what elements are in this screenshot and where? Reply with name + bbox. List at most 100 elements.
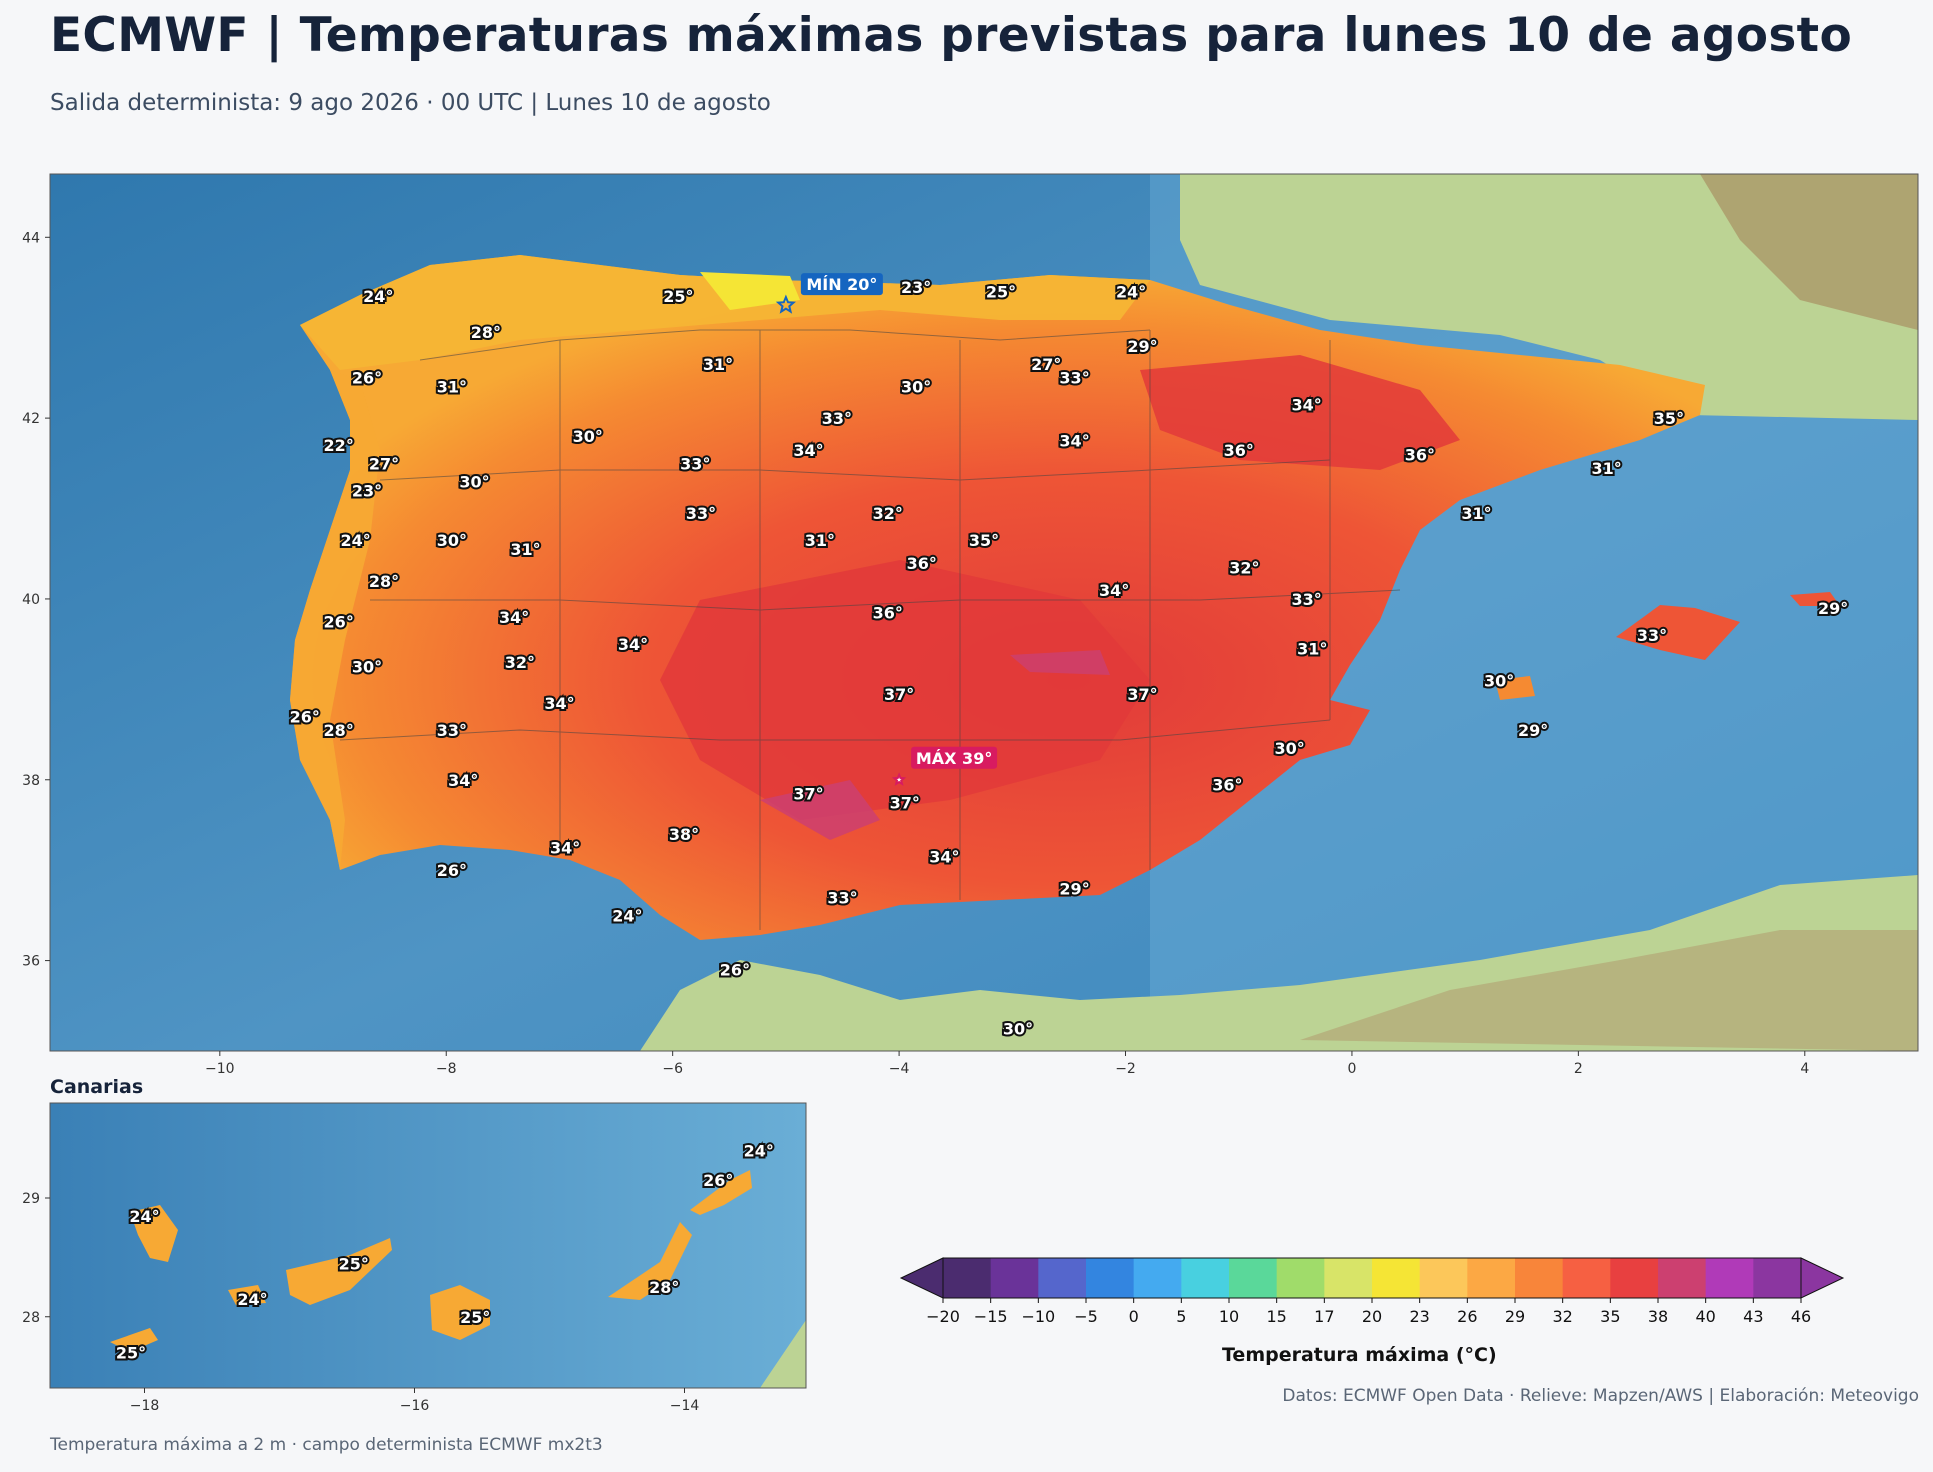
footnote: Temperatura máxima a 2 m · campo determi…	[50, 1435, 603, 1455]
temperature-label: 31°	[437, 377, 467, 396]
lat-tick-label: 40	[22, 592, 40, 608]
temperature-label: 30°	[459, 472, 489, 491]
max-temperature-label: MÁX 39°	[916, 749, 992, 768]
lon-tick-label: −2	[1115, 1061, 1136, 1077]
temperature-label: 30°	[1275, 739, 1305, 758]
canarias-inset-title: Canarias	[50, 1076, 144, 1098]
temperature-label: 24°	[341, 531, 371, 550]
france-landmass	[1180, 174, 1918, 420]
temperature-label: 32°	[505, 653, 535, 672]
temperature-label: 31°	[703, 355, 733, 374]
temperature-label: 31°	[1592, 459, 1622, 478]
temperature-label: 26°	[437, 861, 467, 880]
max-star-icon	[891, 772, 907, 786]
temperature-label: 22°	[324, 436, 354, 455]
temperature-label: 30°	[573, 427, 603, 446]
ibiza	[1495, 676, 1535, 700]
temperature-label: 33°	[437, 721, 467, 740]
temperature-label: 29°	[1518, 721, 1548, 740]
temperature-label: 29°	[1818, 599, 1848, 618]
temperature-label: 28°	[324, 721, 354, 740]
temperature-label: 24°	[363, 287, 393, 306]
temperature-label: 33°	[1292, 590, 1322, 609]
data-credits: Datos: ECMWF Open Data · Relieve: Mapzen…	[1282, 1386, 1919, 1406]
temperature-label: 37°	[1127, 685, 1157, 704]
lon-tick-label: −4	[889, 1061, 910, 1077]
lon-tick-label: 4	[1800, 1061, 1809, 1077]
lat-tick-label: 36	[22, 954, 40, 970]
temperature-label: 27°	[1031, 355, 1061, 374]
temperature-label: 34°	[618, 635, 648, 654]
temperature-label: 36°	[907, 554, 937, 573]
temperature-label: 36°	[873, 604, 903, 623]
temperature-label: 33°	[822, 409, 852, 428]
temperature-label: 30°	[1484, 671, 1514, 690]
temperature-label: 29°	[1127, 337, 1157, 356]
max-label-box	[911, 746, 998, 769]
temperature-label: 33°	[1637, 626, 1667, 645]
temperature-label: 28°	[369, 572, 399, 591]
temperature-label: 36°	[1224, 441, 1254, 460]
min-temperature-label: MÍN 20°	[806, 275, 877, 294]
temperature-label: 38°	[669, 825, 699, 844]
temperature-label: 32°	[873, 504, 903, 523]
temperature-label: 34°	[544, 694, 574, 713]
temperature-label: 34°	[499, 608, 529, 627]
temperature-label: 33°	[827, 888, 857, 907]
temperature-label: 30°	[1003, 1019, 1033, 1038]
temperature-label: 34°	[448, 771, 478, 790]
temperature-label: 34°	[1059, 432, 1089, 451]
temperature-label: 33°	[686, 504, 716, 523]
temperature-label: 29°	[1059, 879, 1089, 898]
lat-tick-label: 42	[22, 411, 40, 427]
temperature-label: 23°	[352, 481, 382, 500]
temperature-label: 31°	[510, 540, 540, 559]
temperature-label: 34°	[550, 839, 580, 858]
temperature-label: 24°	[1116, 283, 1146, 302]
temperature-label: 34°	[1292, 396, 1322, 415]
lon-tick-label: 2	[1574, 1061, 1583, 1077]
page-subtitle: Salida determinista: 9 ago 2026 · 00 UTC…	[50, 90, 771, 116]
temperature-label: 31°	[1297, 640, 1327, 659]
min-label-box	[800, 273, 883, 296]
temperature-label: 30°	[901, 377, 931, 396]
temperature-label: 34°	[793, 441, 823, 460]
temperature-label: 36°	[1405, 445, 1435, 464]
min-star-icon	[775, 294, 796, 314]
lon-tick-label: −6	[662, 1061, 683, 1077]
temperature-label: 26°	[720, 961, 750, 980]
temperature-label: 35°	[1654, 409, 1684, 428]
temperature-label: 30°	[437, 531, 467, 550]
temperature-label: 26°	[324, 613, 354, 632]
temperature-label: 25°	[663, 287, 693, 306]
temperature-label: 32°	[1229, 558, 1259, 577]
colorbar-label: Temperatura máxima (°C)	[1222, 1344, 1497, 1366]
mallorca	[1616, 605, 1740, 660]
temperature-label: 26°	[290, 707, 320, 726]
lon-tick-label: −10	[205, 1061, 235, 1077]
temperature-label: 31°	[1461, 504, 1491, 523]
temperature-label: 37°	[884, 685, 914, 704]
temperature-label: 37°	[793, 784, 823, 803]
lat-tick-label: 38	[22, 773, 40, 789]
menorca	[1790, 592, 1840, 606]
temperature-label: 23°	[901, 278, 931, 297]
temperature-label: 26°	[352, 368, 382, 387]
temperature-label: 30°	[352, 658, 382, 677]
temperature-label: 27°	[369, 454, 399, 473]
province-borders	[339, 329, 1401, 930]
temperature-label: 28°	[471, 323, 501, 342]
temperature-label: 35°	[969, 531, 999, 550]
temperature-label: 31°	[805, 531, 835, 550]
lat-tick-label: 44	[22, 230, 40, 246]
temperature-label: 33°	[680, 454, 710, 473]
temperature-label: 24°	[612, 906, 642, 925]
temperature-label: 34°	[1099, 581, 1129, 600]
lon-tick-label: −8	[436, 1061, 457, 1077]
temperature-label: 25°	[986, 283, 1016, 302]
temperature-label: 36°	[1212, 775, 1242, 794]
page-title: ECMWF | Temperaturas máximas previstas p…	[50, 8, 1853, 63]
lon-tick-label: 0	[1347, 1061, 1356, 1077]
temperature-label: 33°	[1059, 368, 1089, 387]
